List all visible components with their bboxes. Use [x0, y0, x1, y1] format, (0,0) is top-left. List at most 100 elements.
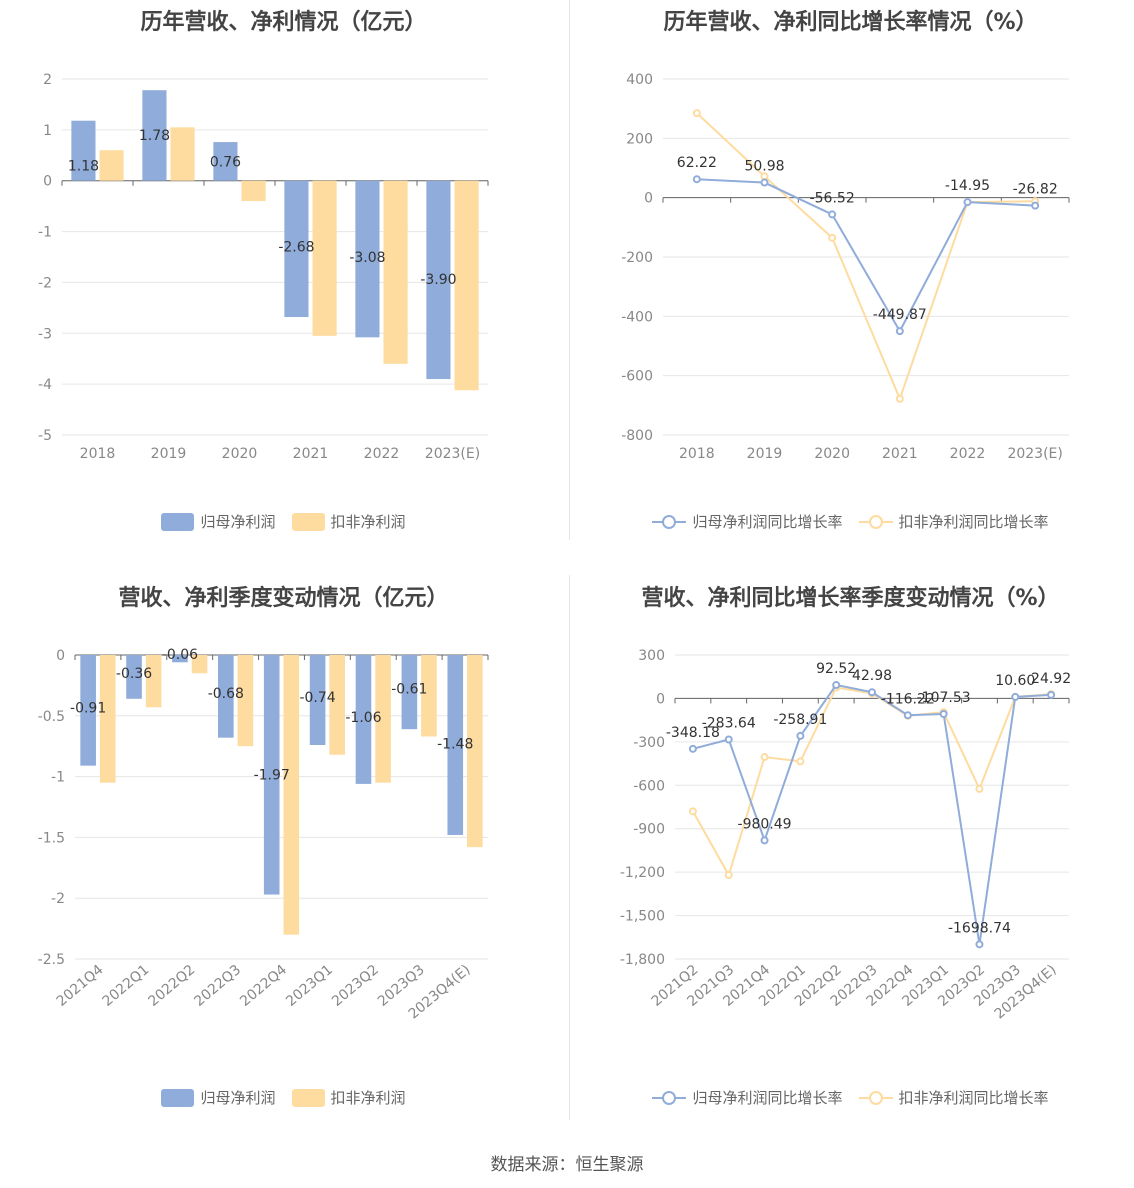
chart-title: 营收、净利同比增长率季度变动情况（%） [641, 586, 1060, 611]
bar-series2 [237, 655, 254, 747]
data-label: -26.82 [1013, 182, 1058, 198]
data-label: -56.52 [810, 190, 855, 206]
y-tick-label: 2 [43, 72, 52, 88]
legend-item-series1[interactable]: 归母净利润 [161, 511, 276, 532]
x-tick-label: 2022Q3 [191, 962, 244, 1010]
bar-series1 [218, 655, 234, 738]
legend-swatch-series2 [291, 512, 325, 531]
legend-swatch-series1 [161, 1088, 195, 1107]
point-series1 [760, 178, 769, 187]
legend-item-series1[interactable]: 归母净利润同比增长率 [652, 511, 843, 532]
chart-panel-quarterly-profit: 营收、净利季度变动情况（亿元） 0 -0.5 -1 -1.5 -2 -2.5 2021Q4 2… [0, 570, 567, 1130]
y-tick-label: -1,800 [620, 952, 665, 968]
data-label: -1698.74 [948, 920, 1011, 936]
data-label: 10.60 [995, 673, 1035, 689]
bar-series1 [355, 655, 372, 784]
y-tick-label: -400 [621, 309, 653, 325]
data-label: 0.76 [210, 154, 241, 170]
legend-item-series2[interactable]: 扣非净利润同比增长率 [858, 1087, 1049, 1108]
x-tick-label: 2023(E) [425, 446, 480, 462]
legend-item-series2[interactable]: 扣非净利润 [291, 511, 406, 532]
chart-title: 营收、净利季度变动情况（亿元） [118, 586, 449, 611]
point-series2 [796, 757, 805, 766]
point-series2 [688, 807, 697, 816]
legend-line-swatch-series1 [652, 513, 687, 531]
x-tick-label: 2018 [80, 446, 116, 462]
point-series2 [760, 753, 769, 762]
data-label: -1.97 [254, 768, 290, 784]
y-tick-label: -4 [38, 377, 52, 393]
bar-series2 [283, 655, 300, 935]
chart-legend: 归母净利润 扣非净利润 [0, 511, 567, 532]
bar-series1 [80, 655, 96, 766]
y-tick-label: -3 [38, 326, 52, 342]
chart-panel-annual-growth: 历年营收、净利同比增长率情况（%） 400 200 0 -200 -400 -600 -80… [567, 0, 1134, 560]
bar-series1 [263, 655, 280, 895]
point-series2 [692, 109, 701, 118]
x-tick-label: 2023(E) [1007, 446, 1062, 462]
data-label: -0.61 [391, 682, 427, 698]
chart-legend: 归母净利润同比增长率 扣非净利润同比增长率 [567, 1087, 1134, 1108]
bar-series2 [312, 180, 337, 336]
bar-series2 [383, 180, 408, 364]
bar-series1 [126, 655, 142, 699]
legend-item-series1[interactable]: 归母净利润同比增长率 [652, 1087, 843, 1108]
point-series1 [832, 681, 841, 690]
bar-series2 [454, 180, 479, 391]
y-tick-label: -800 [621, 428, 653, 444]
x-tick-label: 2022Q2 [145, 962, 198, 1010]
x-tick-label: 2022Q1 [100, 962, 153, 1010]
data-label: -2.68 [278, 240, 314, 256]
data-label: -449.87 [873, 307, 927, 323]
data-label: -0.74 [299, 690, 335, 706]
bar-series2 [191, 655, 208, 674]
data-label: -980.49 [738, 816, 792, 832]
legend-item-series2[interactable]: 扣非净利润 [291, 1087, 406, 1108]
point-series1 [939, 709, 948, 718]
data-label: -3.90 [420, 272, 456, 288]
point-series1 [868, 688, 876, 697]
point-series1 [895, 327, 904, 336]
bar-series1 [172, 655, 188, 663]
y-tick-label: -600 [621, 369, 653, 385]
chart-legend: 归母净利润 扣非净利润 [0, 1087, 567, 1108]
chart-title: 历年营收、净利同比增长率情况（%） [663, 10, 1038, 35]
vertical-divider-bottom [569, 575, 570, 1120]
point-series1 [963, 198, 972, 207]
chart-quarterly-growth-plot: 3000-300-600-900-1,200-1,500-1,8002021Q2… [620, 648, 1071, 1022]
point-series2 [724, 871, 733, 880]
line-series2 [696, 112, 1036, 402]
bar-series2 [241, 180, 266, 202]
bar-series2 [375, 655, 391, 783]
point-series1 [1011, 692, 1020, 701]
chart-annual-profit-plot: 2 1 0 -1 -2 -3 -4 -5 2018 2019 2020 2021 2022 2023(E)… [38, 72, 489, 462]
bar-series1 [401, 655, 418, 730]
y-tick-label: 200 [626, 131, 653, 147]
data-label: -1.06 [345, 710, 381, 726]
bar-series2 [421, 655, 437, 737]
y-tick-label: -5 [38, 428, 52, 444]
legend-label: 归母净利润同比增长率 [692, 513, 843, 531]
data-label: -1.48 [437, 737, 473, 753]
bar-series1 [284, 180, 309, 318]
data-label: 62.22 [677, 155, 717, 171]
point-series2 [828, 233, 837, 242]
x-tick-label: 2023Q1 [283, 962, 336, 1010]
point-series2 [895, 394, 904, 403]
legend-item-series2[interactable]: 扣非净利润同比增长率 [858, 511, 1049, 532]
legend-item-series1[interactable]: 归母净利润 [161, 1087, 276, 1108]
x-tick-label: 2022 [364, 446, 400, 462]
point-series1 [903, 711, 912, 720]
bar-series1 [355, 180, 380, 338]
data-label: 24.92 [1031, 671, 1071, 687]
chart-panel-quarterly-growth: 营收、净利同比增长率季度变动情况（%） 300 0 -300 -600 -900 -1,2… [567, 570, 1134, 1130]
bar-series2 [99, 655, 116, 783]
data-label: -283.64 [702, 715, 756, 731]
data-label: -107.53 [917, 690, 971, 706]
legend-line-swatch-series2 [858, 1089, 893, 1107]
x-tick-label: 2019 [747, 446, 783, 462]
data-label: 92.52 [816, 661, 856, 677]
data-label: -348.18 [666, 725, 720, 741]
chart-quarterly-profit-plot: 0-0.5-1-1.5-2-2.52021Q42022Q12022Q22022Q… [38, 647, 489, 1022]
y-tick-label: 0 [644, 191, 653, 207]
